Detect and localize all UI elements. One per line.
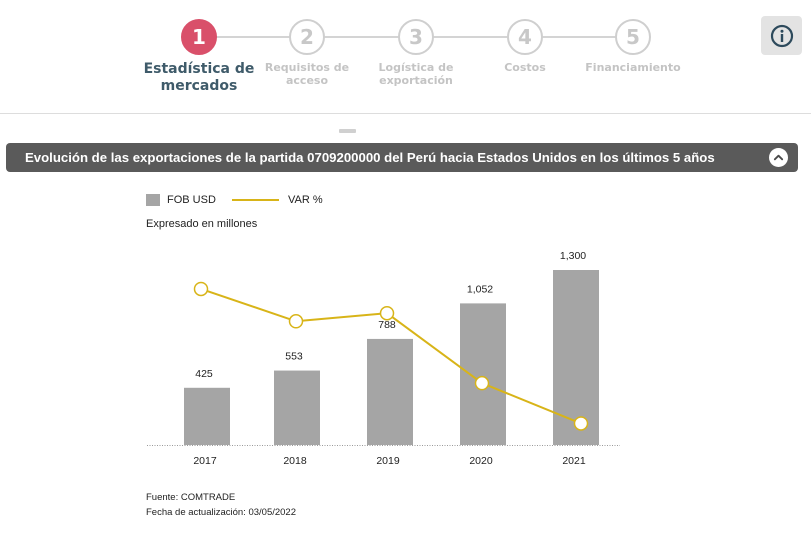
bar-2018 <box>274 371 320 445</box>
x-tick-label-2019: 2019 <box>376 455 400 467</box>
source-note: Fuente: COMTRADE <box>146 492 235 503</box>
bar-2017 <box>184 388 230 445</box>
data-label-2017: 425 <box>195 368 213 380</box>
data-label-2020: 1,052 <box>467 283 493 295</box>
data-label-2021: 1,300 <box>560 250 586 262</box>
bar-2019 <box>367 339 413 445</box>
x-tick-label-2020: 2020 <box>469 455 493 467</box>
bar-2020 <box>460 303 506 445</box>
var-point-2020 <box>476 377 489 390</box>
x-tick-label-2017: 2017 <box>193 455 217 467</box>
var-point-2021 <box>575 417 588 430</box>
var-point-2019 <box>381 307 394 320</box>
x-tick-label-2021: 2021 <box>562 455 586 467</box>
var-point-2017 <box>195 282 208 295</box>
data-label-2018: 553 <box>285 351 303 363</box>
update-date: Fecha de actualización: 03/05/2022 <box>146 507 296 518</box>
data-label-2019: 788 <box>378 319 396 331</box>
x-tick-label-2018: 2018 <box>283 455 307 467</box>
var-point-2018 <box>290 315 303 328</box>
